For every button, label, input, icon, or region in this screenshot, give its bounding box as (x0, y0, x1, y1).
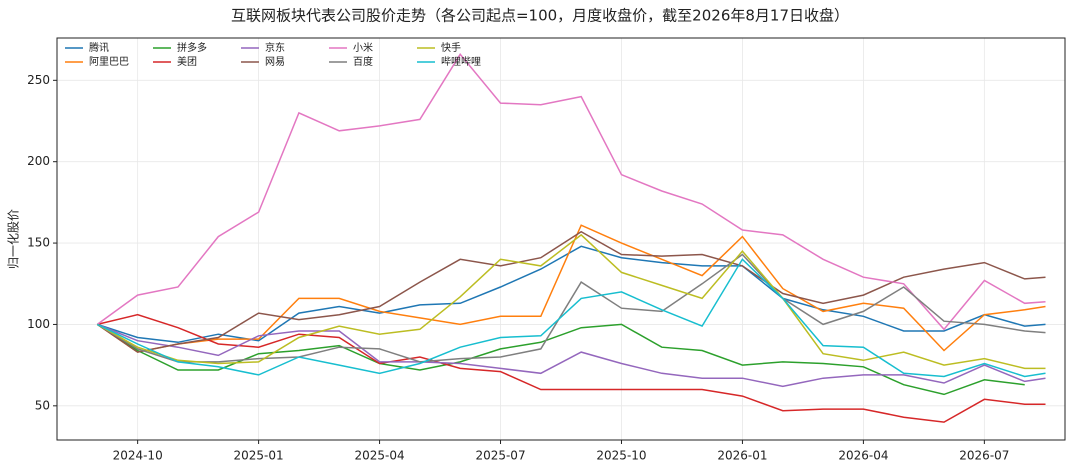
x-tick-label: 2024-10 (113, 449, 163, 463)
legend-label: 快手 (441, 41, 461, 54)
y-axis-label: 归一化股价 (7, 209, 21, 269)
x-tick-label: 2025-07 (475, 449, 525, 463)
x-tick-label: 2026-07 (959, 449, 1009, 463)
x-tick-label: 2025-10 (596, 449, 646, 463)
x-tick-label: 2025-01 (234, 449, 284, 463)
chart-title: 互联网板块代表公司股价走势（各公司起点=100，月度收盘价，截至2026年8月1… (231, 7, 849, 25)
legend-label: 网易 (265, 56, 285, 68)
plot-frame (56, 37, 1066, 441)
x-tick-label: 2025-04 (354, 449, 404, 463)
series-line (97, 323, 1046, 388)
legend-label: 美团 (177, 55, 197, 68)
series-line (96, 53, 1046, 331)
series-line (97, 313, 1046, 423)
legend-label: 阿里巴巴 (89, 56, 129, 68)
y-tick-label: 50 (35, 398, 50, 412)
y-tick-label: 100 (27, 317, 50, 331)
x-tick-label: 2026-01 (717, 449, 767, 463)
series-line (97, 245, 1046, 344)
x-tick-label: 2026-04 (838, 449, 888, 463)
y-tick-label: 250 (27, 73, 50, 87)
series-line (96, 323, 1025, 396)
series-line (96, 253, 1046, 363)
y-tick-label: 200 (27, 154, 50, 168)
legend-label: 百度 (353, 55, 373, 68)
legend-label: 哔哩哔哩 (441, 55, 481, 68)
series-line (96, 258, 1046, 378)
series-line (96, 224, 1046, 353)
series-line (96, 233, 1046, 370)
legend-label: 京东 (265, 41, 285, 54)
legend-label: 小米 (353, 41, 373, 54)
y-tick-label: 150 (27, 236, 50, 250)
series-line (96, 230, 1046, 353)
legend-label: 腾讯 (89, 41, 109, 54)
legend-label: 拼多多 (177, 41, 207, 54)
